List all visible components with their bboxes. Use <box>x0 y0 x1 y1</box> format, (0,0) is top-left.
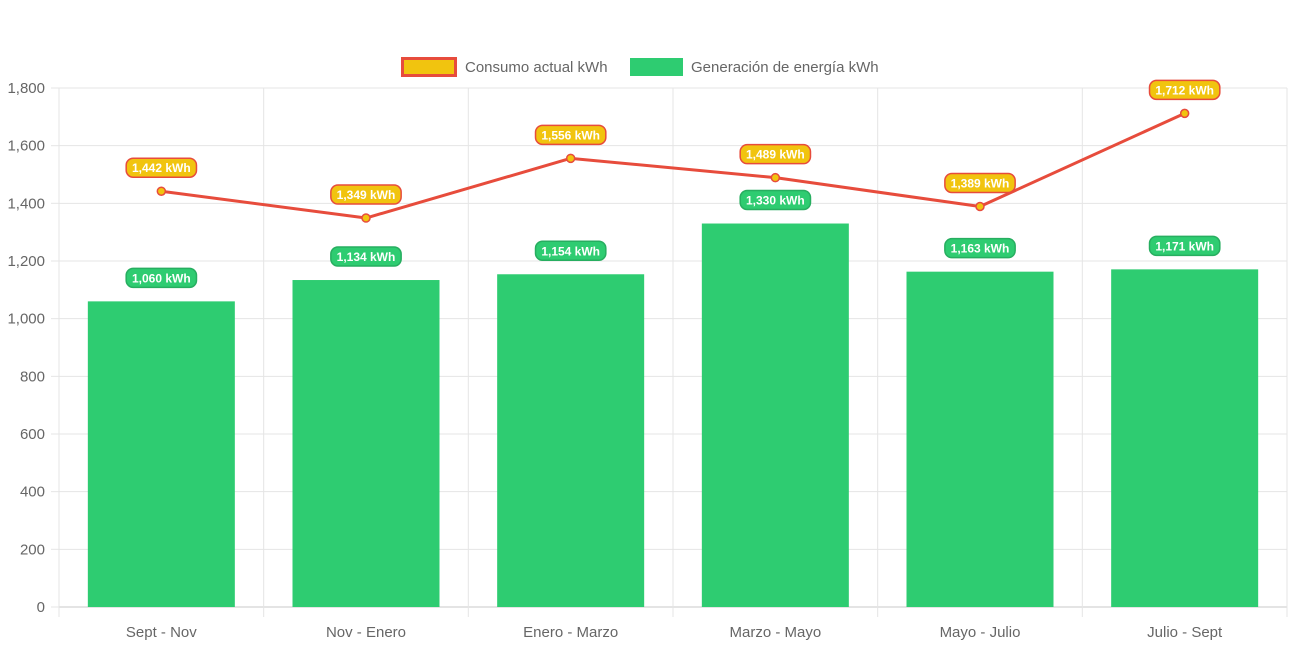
x-tick-label: Mayo - Julio <box>940 624 1021 641</box>
bar-data-label-text: 1,163 kWh <box>951 242 1010 256</box>
legend-swatch-consumo <box>401 57 457 77</box>
bar-data-label-text: 1,060 kWh <box>132 271 191 285</box>
bar-data-label-bg <box>1148 235 1221 257</box>
line-series <box>156 108 1190 223</box>
bar-data-label-bg <box>330 246 402 267</box>
line-data-label-text: 1,556 kWh <box>541 128 600 142</box>
bar[interactable] <box>906 271 1054 607</box>
legend-item-consumo[interactable]: Consumo actual kWh <box>401 57 608 77</box>
line-data-label-text: 1,349 kWh <box>337 188 396 202</box>
line-data-label: 1,556 kWh <box>534 124 607 146</box>
line-data-label: 1,349 kWh <box>330 184 402 205</box>
x-tick-label: Nov - Enero <box>326 624 406 641</box>
x-axis: Sept - Nov Nov - Enero Enero - Marzo Marzo … <box>126 624 1223 641</box>
y-tick-label: 600 <box>20 426 45 443</box>
x-tick-label: Marzo - Mayo <box>729 624 821 641</box>
y-tick-label: 1,200 <box>7 253 45 270</box>
bar-data-label-text: 1,330 kWh <box>746 194 805 208</box>
legend[interactable]: Consumo actual kWh Generación de energía … <box>401 57 879 77</box>
x-tick-label: Julio - Sept <box>1147 624 1223 641</box>
line-data-label: 1,489 kWh <box>739 143 812 165</box>
line-data-label-text: 1,489 kWh <box>746 148 805 162</box>
bar-data-label-bg <box>739 189 812 211</box>
bar-data-label-text: 1,154 kWh <box>541 244 600 258</box>
bar-data-label: 1,154 kWh <box>534 240 607 262</box>
line-path <box>161 112 1186 220</box>
y-tick-label: 1,600 <box>7 138 45 155</box>
y-tick-label: 1,000 <box>7 311 45 328</box>
line-data-label-text: 1,389 kWh <box>951 177 1010 191</box>
line-data-label: 1,389 kWh <box>944 172 1016 194</box>
bar-data-label-text: 1,171 kWh <box>1155 239 1214 253</box>
bar-data-label: 1,060 kWh <box>125 267 198 289</box>
x-tick-label: Sept - Nov <box>126 624 197 641</box>
line-data-label-bg <box>1148 79 1221 101</box>
line-data-label-text: 1,442 kWh <box>132 161 191 175</box>
y-tick-label: 1,400 <box>7 195 45 212</box>
line-point[interactable] <box>565 153 576 164</box>
y-tick-label: 400 <box>20 484 45 501</box>
x-tick-label: Enero - Marzo <box>523 624 618 641</box>
line-point[interactable] <box>770 172 781 183</box>
bar-data-label: 1,330 kWh <box>739 189 812 211</box>
bar-series <box>87 223 1259 607</box>
legend-swatch-generacion <box>630 58 683 76</box>
y-tick-label: 0 <box>37 599 45 616</box>
bar-data-label: 1,134 kWh <box>330 246 402 267</box>
line-data-label: 1,712 kWh <box>1148 79 1221 101</box>
y-tick-label: 200 <box>20 541 45 558</box>
line-data-label-bg <box>330 184 402 205</box>
data-labels: 1,060 kWh 1,134 kWh 1,154 kWh 1,330 kWh 1,16… <box>125 79 1221 289</box>
bar-data-label-text: 1,134 kWh <box>337 250 396 264</box>
line-data-label-bg <box>534 124 607 146</box>
line-data-label-bg <box>125 157 198 178</box>
y-axis: 0 200 400 600 800 1,000 1,200 1,400 1,600 1,800 <box>7 80 59 616</box>
line-point[interactable] <box>361 213 371 223</box>
bar-data-label-bg <box>125 267 198 289</box>
line-point[interactable] <box>975 201 985 212</box>
bar[interactable] <box>87 301 235 607</box>
bar[interactable] <box>1111 269 1259 607</box>
line-data-label-bg <box>739 143 812 165</box>
y-tick-label: 1,800 <box>7 80 45 97</box>
grid-lines <box>58 87 1288 617</box>
y-tick-label: 800 <box>20 368 45 385</box>
line-point[interactable] <box>156 186 167 196</box>
bar[interactable] <box>497 274 645 607</box>
bar[interactable] <box>292 280 440 607</box>
line-data-label-text: 1,712 kWh <box>1155 83 1214 97</box>
bar-data-label: 1,171 kWh <box>1148 235 1221 257</box>
bar[interactable] <box>701 223 849 607</box>
legend-item-generacion[interactable]: Generación de energía kWh <box>630 58 879 76</box>
line-data-label: 1,442 kWh <box>125 157 198 178</box>
line-data-label-bg <box>944 172 1016 194</box>
line-point[interactable] <box>1179 108 1190 119</box>
legend-label-consumo: Consumo actual kWh <box>465 59 608 76</box>
bar-data-label: 1,163 kWh <box>944 237 1016 259</box>
legend-label-generacion: Generación de energía kWh <box>691 59 879 76</box>
bar-data-label-bg <box>944 237 1016 259</box>
bar-data-label-bg <box>534 240 607 262</box>
